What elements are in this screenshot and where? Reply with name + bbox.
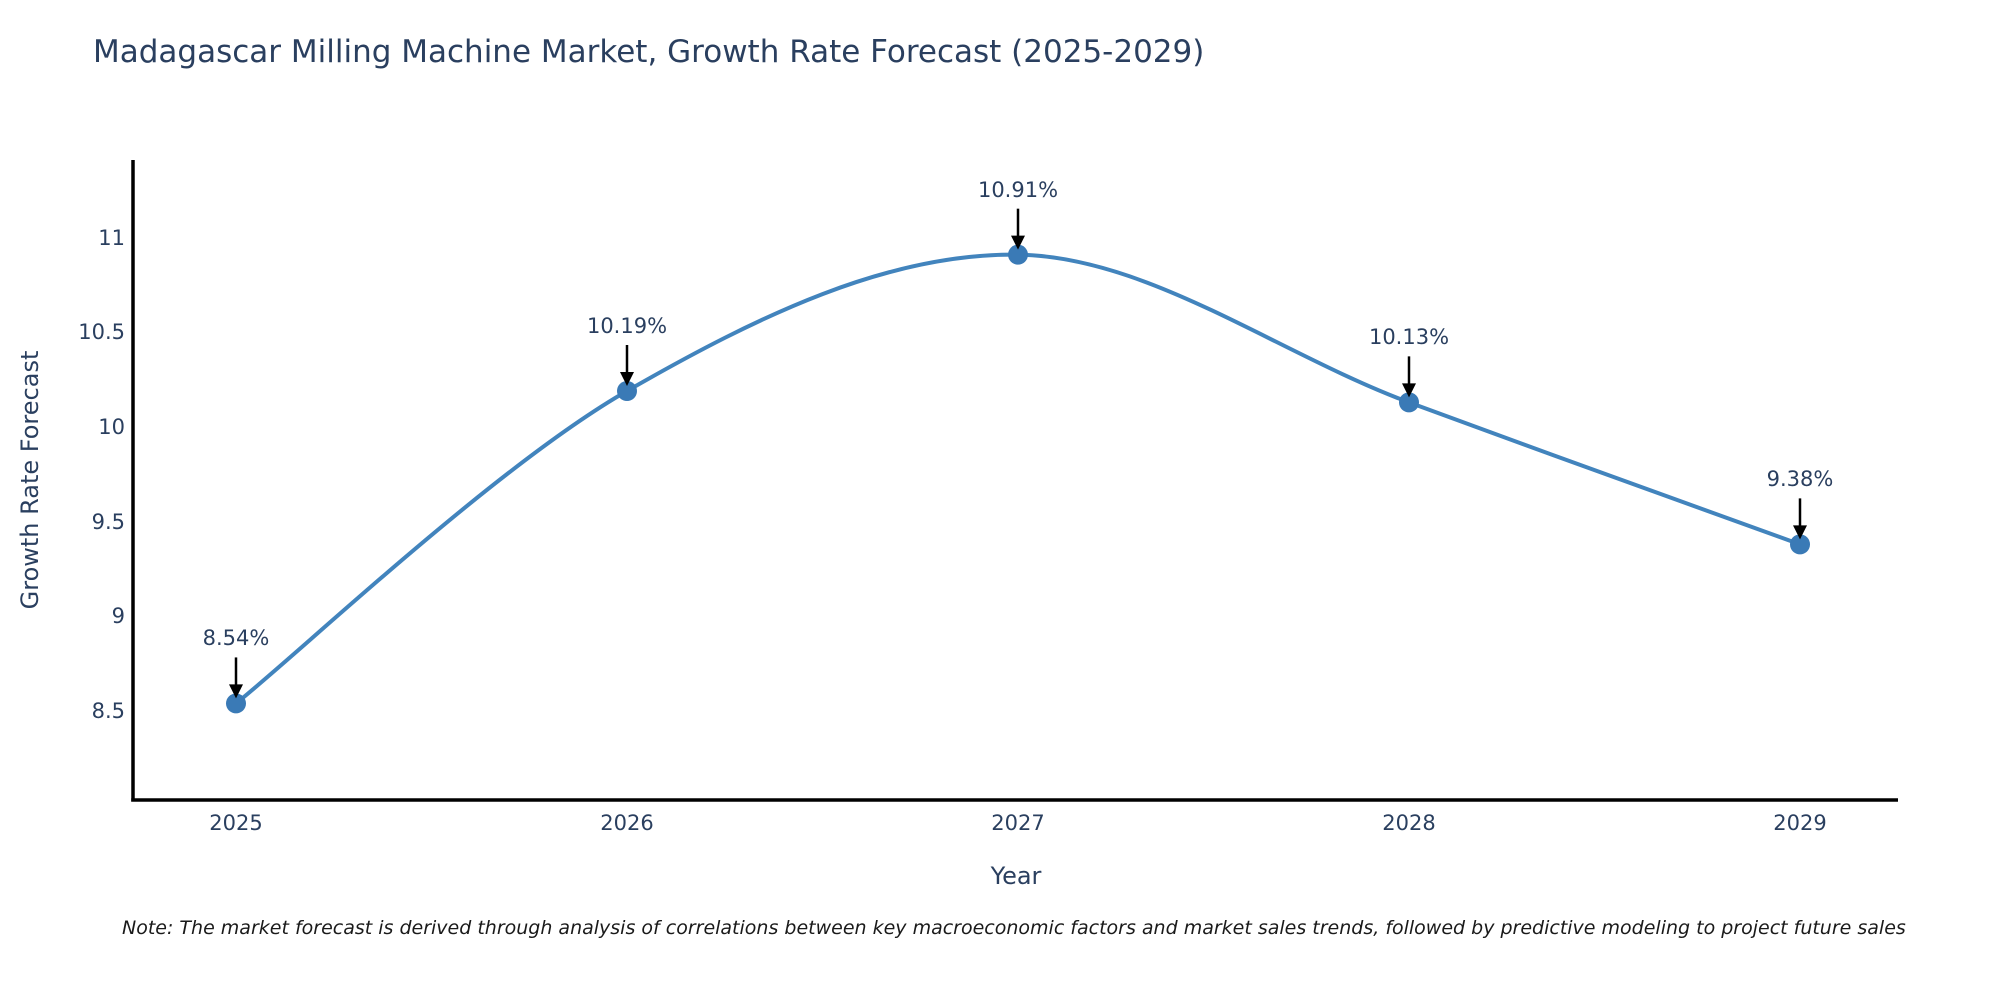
annotation-label: 10.13%	[1368, 325, 1450, 350]
data-point-marker	[226, 693, 246, 714]
growth-rate-line-series	[226, 244, 1810, 714]
annotation-arrow-head	[620, 372, 634, 387]
x-tick-label: 2027	[991, 811, 1045, 835]
growth-rate-line	[234, 252, 1801, 705]
annotation-label: 10.19%	[586, 314, 668, 338]
y-tick-label: 9	[111, 604, 125, 629]
x-tick-label: 2028	[1382, 811, 1436, 835]
data-point-marker	[617, 381, 637, 402]
data-point-marker	[1790, 534, 1810, 555]
x-tick-label: 2026	[600, 811, 654, 835]
annotation-arrows	[229, 208, 1807, 699]
annotation-label: 9.38%	[1766, 467, 1834, 492]
annotation-label: 10.91%	[977, 177, 1059, 202]
annotation-arrow-head	[1793, 525, 1807, 540]
axis-spines	[131, 160, 1898, 802]
footnote: Note: The market forecast is derived thr…	[122, 917, 1906, 939]
x-tick-label: 2025	[209, 811, 263, 835]
data-point-marker	[1399, 392, 1419, 413]
y-tick-label: 8.5	[91, 699, 125, 723]
y-axis-title: Growth Rate Forecast	[16, 350, 44, 610]
y-tick-label: 11	[98, 225, 125, 250]
annotation-arrow-head	[229, 684, 243, 699]
x-tick-label: 2029	[1773, 811, 1827, 835]
annotation-arrow-head	[1011, 235, 1025, 250]
annotation-arrow-head	[1402, 383, 1416, 398]
y-tick-label: 10	[98, 414, 125, 439]
annotation-label: 8.54%	[202, 626, 270, 651]
y-tick-label: 9.5	[91, 509, 125, 534]
x-axis-title: Year	[990, 862, 1042, 890]
data-point-marker	[1008, 244, 1028, 265]
y-tick-label: 10.5	[78, 320, 125, 345]
chart-title: Madagascar Milling Machine Market, Growt…	[93, 34, 1205, 70]
